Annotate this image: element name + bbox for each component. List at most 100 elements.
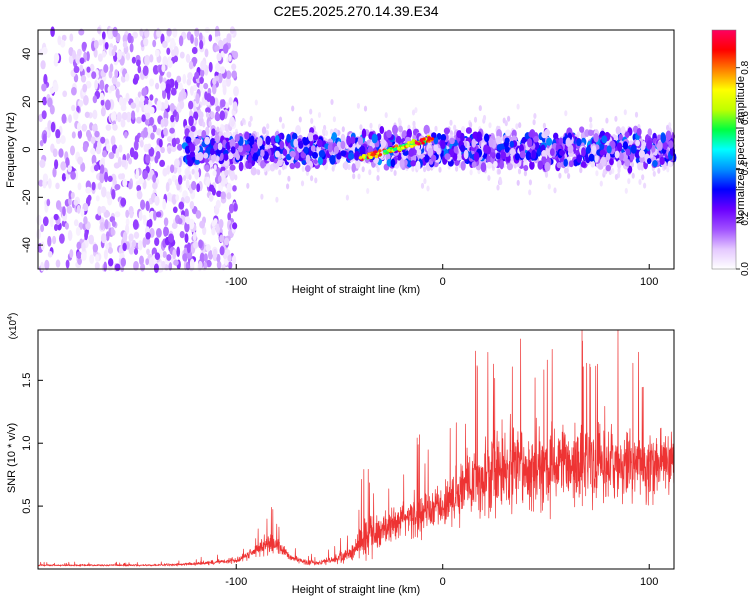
spectrogram-point: [226, 182, 232, 193]
spectrogram-point: [170, 87, 177, 96]
spectrogram-point: [265, 130, 269, 136]
spectrogram-point: [203, 152, 209, 159]
spectrogram-point: [128, 233, 134, 242]
spectrogram-point: [665, 130, 672, 141]
spectrogram-point: [473, 151, 480, 162]
spectrogram-point: [136, 190, 143, 200]
snr-panel: -100 0 100 0.5 1.0 1.5 Height of straight li…: [6, 313, 675, 596]
spectrogram-point: [177, 174, 183, 185]
spectrogram-point: [289, 150, 296, 158]
spectrogram-point: [495, 152, 501, 160]
spectrogram-point: [100, 222, 105, 231]
spectrogram-point: [308, 134, 314, 142]
spectrogram-point: [55, 137, 61, 145]
spectrogram-point: [231, 70, 237, 79]
spectrogram-point: [231, 222, 238, 230]
spectrogram-point: [660, 133, 667, 144]
spectrogram-point: [187, 72, 193, 81]
spectrogram-point: [47, 120, 52, 131]
spectrogram-point: [167, 59, 173, 68]
spectrogram-point: [98, 39, 103, 46]
spectrogram-point: [93, 39, 99, 49]
spectrogram-point: [60, 161, 67, 171]
spectrogram-point: [639, 156, 645, 163]
spectrogram-point: [128, 157, 133, 165]
spectrogram-point: [100, 164, 105, 174]
spectrogram-point: [351, 163, 356, 173]
spectrogram-point: [97, 53, 103, 62]
spectrogram-point: [183, 91, 187, 100]
spectrogram-point: [601, 157, 607, 167]
spectrogram-point: [44, 259, 50, 271]
spectrogram-point: [618, 152, 624, 161]
spectrogram-point: [138, 210, 143, 221]
spectrogram-point: [371, 152, 375, 156]
spectrogram-point: [105, 124, 112, 131]
spectrogram-point: [225, 76, 232, 87]
spectrogram-point: [190, 34, 194, 44]
spectrogram-point: [60, 39, 66, 48]
spectrogram-point: [116, 111, 122, 123]
spectrogram-point: [431, 132, 437, 139]
spectrogram-point: [158, 138, 163, 148]
spectrogram-point: [213, 142, 219, 151]
spectrogram-point: [414, 107, 418, 114]
spectrogram-point: [454, 159, 460, 166]
colorbar-tick-label: 0.8: [740, 60, 750, 74]
spectrogram-point: [107, 258, 114, 267]
spectrogram-point: [73, 110, 79, 121]
spectrogram-point: [312, 134, 319, 141]
spectrogram-point: [546, 137, 553, 146]
spectrogram-point: [332, 116, 336, 123]
spectrogram-point: [176, 246, 181, 258]
spectrogram-point: [151, 124, 157, 133]
spectrogram-point: [589, 122, 593, 129]
spectrogram-point: [419, 139, 424, 143]
spectrogram-point: [171, 49, 176, 58]
spectrogram-point: [183, 175, 187, 181]
spectrogram-point: [143, 37, 149, 47]
spectrogram-point: [131, 110, 136, 121]
spectrogram-point: [274, 150, 280, 158]
spectrogram-point: [634, 111, 639, 118]
spectrogram-point: [122, 231, 128, 243]
spectrogram-point: [587, 129, 594, 137]
spectrogram-point: [84, 230, 89, 241]
spectrogram-point: [363, 105, 368, 112]
spectrogram-point: [104, 99, 111, 111]
spectrogram-point: [330, 128, 334, 135]
spectrogram-point: [211, 128, 216, 137]
spectrogram-point: [156, 99, 162, 111]
spectrogram-point: [50, 121, 56, 133]
spectrogram-point: [625, 148, 631, 156]
spectrogram-point: [147, 105, 153, 114]
spectrogram-point: [173, 55, 179, 63]
spectrogram-point: [230, 146, 236, 154]
spectrogram-point: [529, 160, 535, 170]
spectrogram-point: [460, 126, 466, 134]
spectrogram-point: [310, 118, 314, 124]
spectrogram-point: [118, 144, 123, 153]
spectrogram-point: [287, 175, 291, 182]
spectrogram-point: [387, 148, 391, 153]
spectrogram-point: [254, 99, 258, 106]
spectrogram-point: [206, 176, 211, 188]
spectrogram-point: [144, 116, 151, 126]
spectrogram-point: [69, 249, 74, 259]
spectrogram-point: [38, 179, 44, 187]
spectrogram-point: [77, 129, 83, 139]
spectrogram-point: [547, 183, 551, 190]
spectrogram-point: [257, 169, 261, 176]
spectrogram-point: [82, 83, 88, 93]
spectrogram-point: [124, 73, 130, 82]
spectrogram-point: [409, 140, 414, 144]
spectrogram-point: [205, 146, 212, 155]
spectrogram-point: [585, 146, 591, 154]
spectrogram-point: [216, 52, 222, 62]
spectrogram-point: [194, 36, 199, 47]
spectrogram-point: [224, 131, 232, 139]
spectrogram-point: [213, 218, 218, 225]
spectrogram-point: [249, 135, 255, 146]
spectrogram-point: [250, 167, 257, 176]
spectrogram-point: [201, 129, 207, 139]
